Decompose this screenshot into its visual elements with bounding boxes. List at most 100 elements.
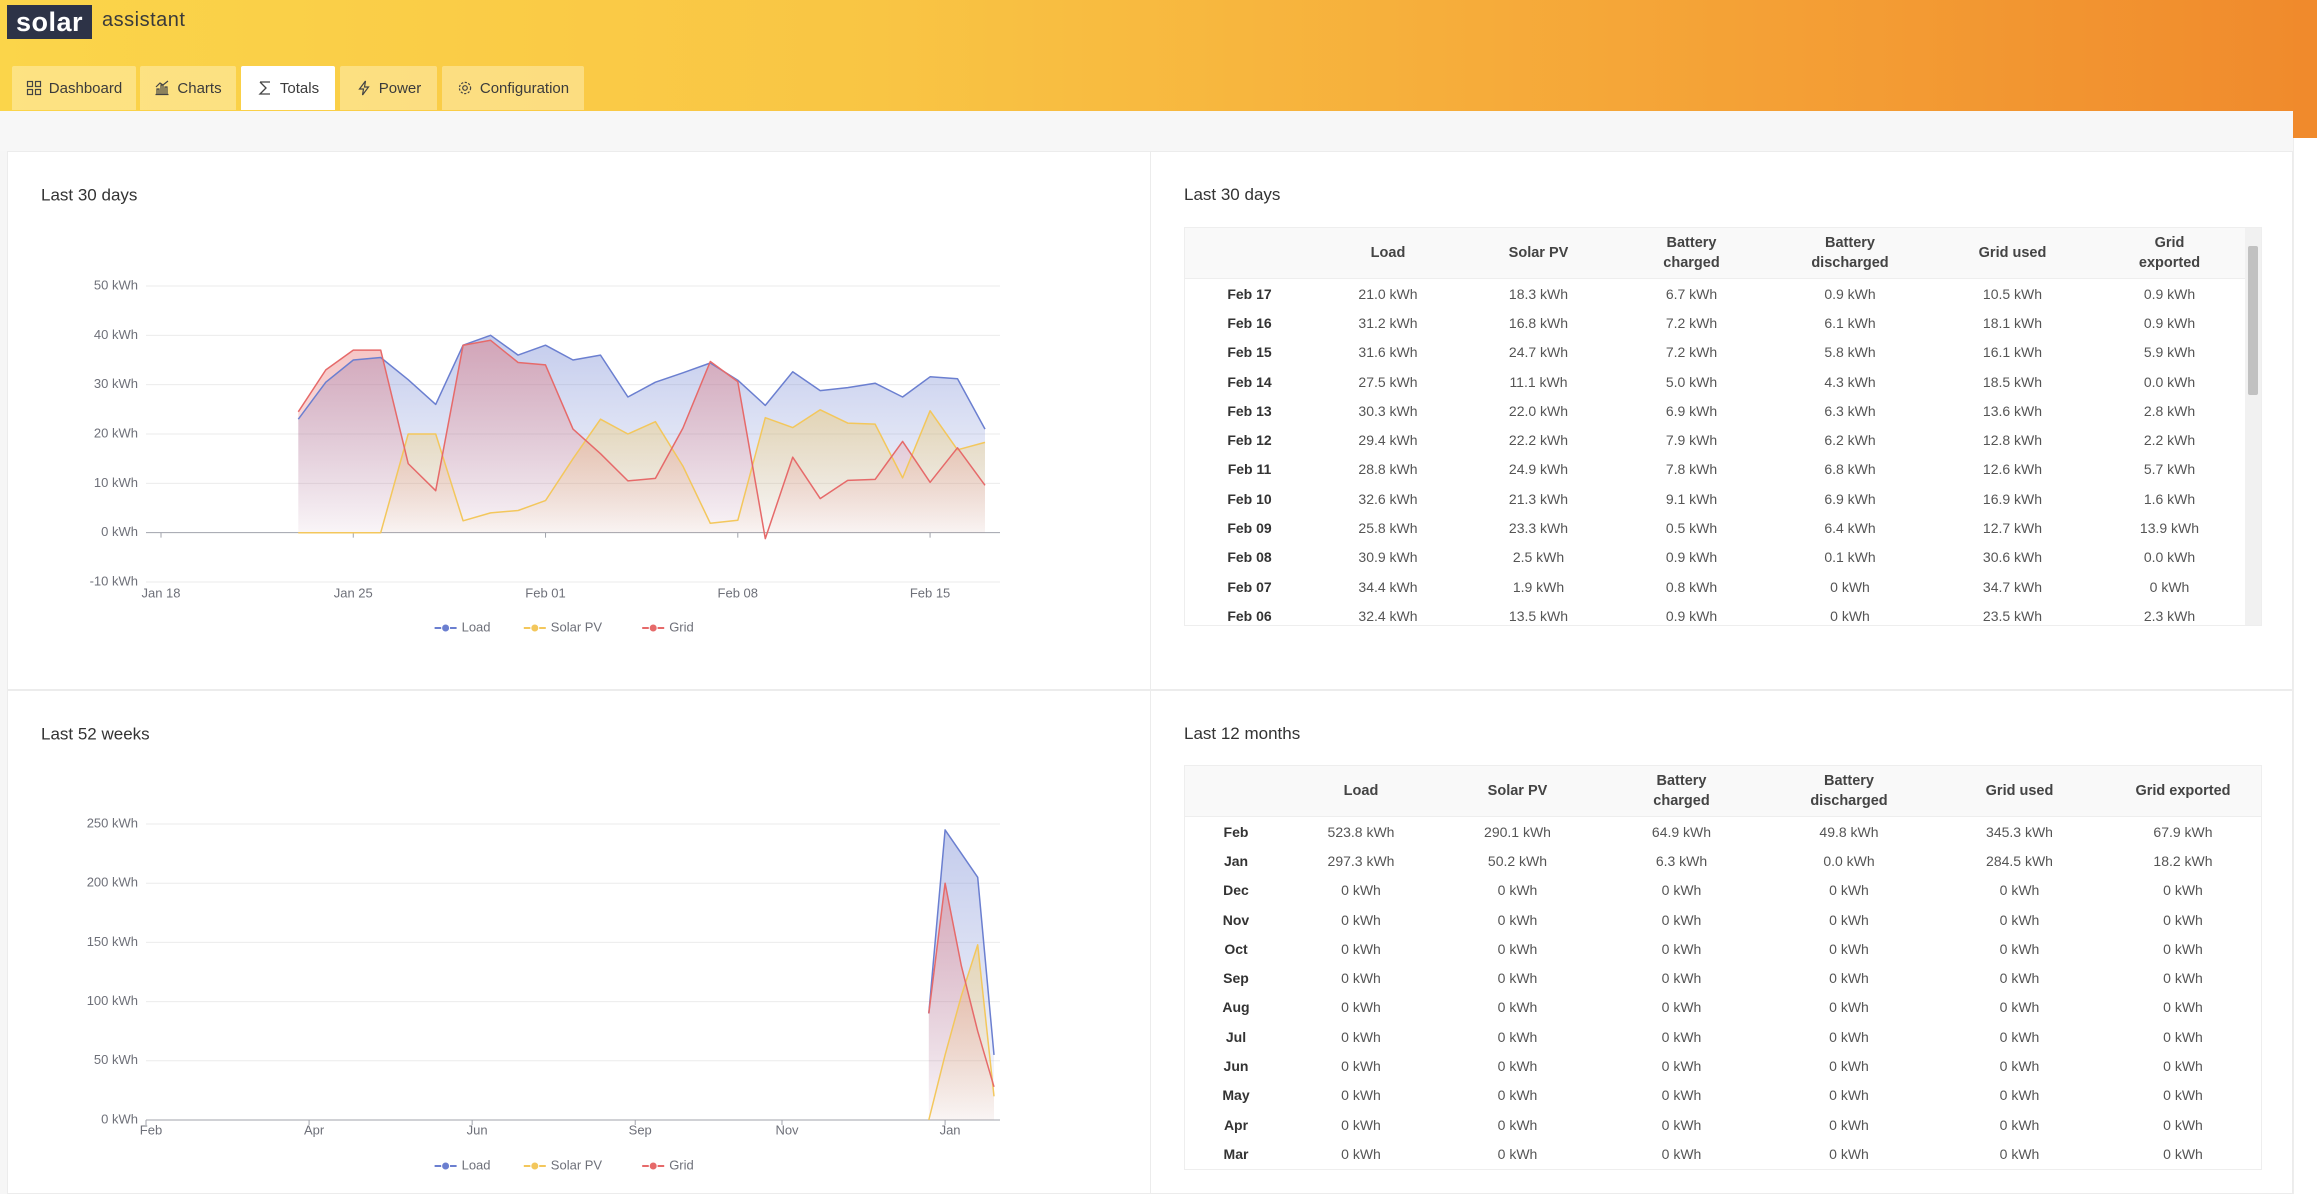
table-cell: 0 kWh (1661, 970, 1702, 987)
table-cell: 0 kWh (2163, 911, 2203, 928)
legend-label: Solar PV (551, 1157, 603, 1172)
table-row: Jul 0 kWh 0 kWh 0 kWh 0 kWh 0 kWh 0 kWh (1185, 1022, 2261, 1051)
chart-panel: Last 30 days -10 kWh 0 kWh 10 kWh 20 kWh 30 k… (7, 151, 1151, 690)
table-row: Feb 12 29.4 kWh 22.2 kWh 7.9 kWh 6.2 kWh 12.8… (1185, 425, 2246, 454)
table-cell: 0.8 kWh (1665, 578, 1718, 595)
logo[interactable]: solar (7, 5, 93, 39)
table-cell: 30.9 kWh (1358, 549, 1418, 566)
table-row: Feb 14 27.5 kWh 11.1 kWh 5.0 kWh 4.3 kWh 18.5… (1185, 367, 2246, 396)
table-cell: 0 kWh (1830, 607, 1870, 624)
toolbar (0, 111, 2293, 151)
table-cell: 0.9 kWh (1665, 549, 1718, 566)
table-head: Load Solar PV Battery charged Battery disch… (1185, 228, 2246, 279)
tab-icon (458, 81, 472, 95)
table-cell: 34.7 kWh (1982, 578, 2043, 595)
row-label: Feb 16 (1227, 314, 1272, 331)
table-cell: 297.3 kWh (1327, 852, 1395, 869)
table-cell: 0 kWh (1661, 1116, 1702, 1133)
tab[interactable]: Power (340, 66, 437, 110)
table-cell: 1.6 kWh (2143, 490, 2196, 507)
table-cell: 0.0 kWh (2143, 549, 2196, 566)
table-cell: 24.9 kWh (1508, 461, 1569, 478)
table-cell: 0 kWh (1497, 999, 1538, 1016)
table-cell: 0 kWh (2163, 1028, 2203, 1045)
legend-label: Load (462, 1157, 491, 1172)
table-row: Oct 0 kWh 0 kWh 0 kWh 0 kWh 0 kWh 0 kWh (1185, 934, 2261, 963)
tab[interactable]: Dashboard (12, 66, 136, 110)
table-row: Feb 11 28.8 kWh 24.9 kWh 7.8 kWh 6.8 kWh 12.6… (1185, 455, 2246, 484)
row-label: Feb 14 (1227, 373, 1272, 390)
series-line (928, 882, 995, 1088)
table-cell: 22.0 kWh (1508, 402, 1569, 419)
scrollbar[interactable] (2245, 228, 2261, 625)
table-row: Feb 08 30.9 kWh 2.5 kWh 0.9 kWh 0.1 kWh 30.6 … (1185, 543, 2246, 572)
table-cell: 13.9 kWh (2139, 520, 2200, 537)
table-cell: 28.8 kWh (1358, 461, 1418, 478)
table-cell: 0 kWh (1341, 1058, 1381, 1075)
table-cell: 5.7 kWh (2143, 461, 2196, 478)
table-cell: 0 kWh (1497, 1058, 1538, 1075)
legend-item: Solar PV (523, 1157, 603, 1172)
legend-marker (441, 623, 451, 633)
table-cell: 6.2 kWh (1824, 432, 1876, 449)
y-tick-label: 50 kWh (94, 1052, 138, 1067)
table-cell: 523.8 kWh (1327, 823, 1395, 840)
table-cell: 2.8 kWh (2143, 402, 2196, 419)
y-tick-label: 0 kWh (101, 1111, 138, 1126)
table-cell: 31.6 kWh (1358, 344, 1418, 361)
scroll-thumb[interactable] (2248, 246, 2258, 395)
row-label: Nov (1222, 911, 1250, 928)
table-cell: 0 kWh (2163, 1058, 2203, 1075)
tab[interactable]: Totals (241, 66, 335, 110)
table-cell: 0 kWh (1999, 1058, 2040, 1075)
table-cell: 67.9 kWh (2153, 823, 2213, 840)
table-cell: 4.3 kWh (1824, 373, 1876, 390)
table-cell: 21.3 kWh (1508, 490, 1569, 507)
header-cell: Grid used (1932, 228, 2093, 279)
table-row: Jun 0 kWh 0 kWh 0 kWh 0 kWh 0 kWh 0 kWh (1185, 1051, 2261, 1080)
series-line (928, 829, 995, 1055)
x-tick-label: Feb (140, 1122, 162, 1137)
table-cell: 0 kWh (2163, 1116, 2203, 1133)
row-label: Feb 15 (1227, 344, 1272, 361)
table-row: Dec 0 kWh 0 kWh 0 kWh 0 kWh 0 kWh 0 kWh (1185, 876, 2261, 905)
table-cell: 0 kWh (1829, 1028, 1869, 1045)
tab-icon (258, 81, 270, 95)
table-cell: 6.1 kWh (1824, 314, 1876, 331)
row-label: Dec (1223, 882, 1249, 899)
table-cell: 0 kWh (1829, 1058, 1869, 1075)
header-cell (1185, 766, 1287, 817)
table-cell: 12.8 kWh (1982, 432, 2043, 449)
header-cell: Load (1314, 228, 1462, 279)
table-cell: 0 kWh (1829, 999, 1869, 1016)
row-label: Feb 10 (1227, 490, 1272, 507)
table-cell: 18.1 kWh (1982, 314, 2043, 331)
panel-title: Last 12 months (1184, 724, 1301, 743)
table-cell: 0 kWh (1999, 999, 2040, 1016)
table-cell: 64.9 kWh (1651, 823, 1712, 840)
table-row: Feb 07 34.4 kWh 1.9 kWh 0.8 kWh 0 kWh 34.7 kW… (1185, 572, 2246, 601)
table-cell: 0.9 kWh (1824, 285, 1876, 302)
table-cell: 50.2 kWh (1487, 852, 1548, 869)
table-cell: 0.0 kWh (2143, 373, 2196, 390)
row-label: Mar (1223, 1145, 1249, 1162)
table-cell: 0 kWh (1497, 970, 1538, 987)
table-cell: 0 kWh (1341, 999, 1381, 1016)
legend-item: Grid (642, 1157, 694, 1172)
table-row: Aug 0 kWh 0 kWh 0 kWh 0 kWh 0 kWh 0 kWh (1185, 993, 2261, 1022)
legend-label: Grid (669, 619, 694, 634)
tab[interactable]: Configuration (442, 66, 584, 110)
tab[interactable]: Charts (140, 66, 236, 110)
table-cell: 0 kWh (1999, 1087, 2040, 1104)
table-cell: 7.8 kWh (1665, 461, 1718, 478)
header-cell (1185, 228, 1314, 279)
legend-label: Load (462, 619, 491, 634)
table-row: Feb 06 32.4 kWh 13.5 kWh 0.9 kWh 0 kWh 23.5 k… (1185, 601, 2246, 625)
header-cell: Solar PV (1435, 766, 1600, 817)
table-cell: 27.5 kWh (1358, 373, 1418, 390)
table-cell: 0 kWh (1497, 911, 1538, 928)
table-cell: 0 kWh (1829, 911, 1869, 928)
